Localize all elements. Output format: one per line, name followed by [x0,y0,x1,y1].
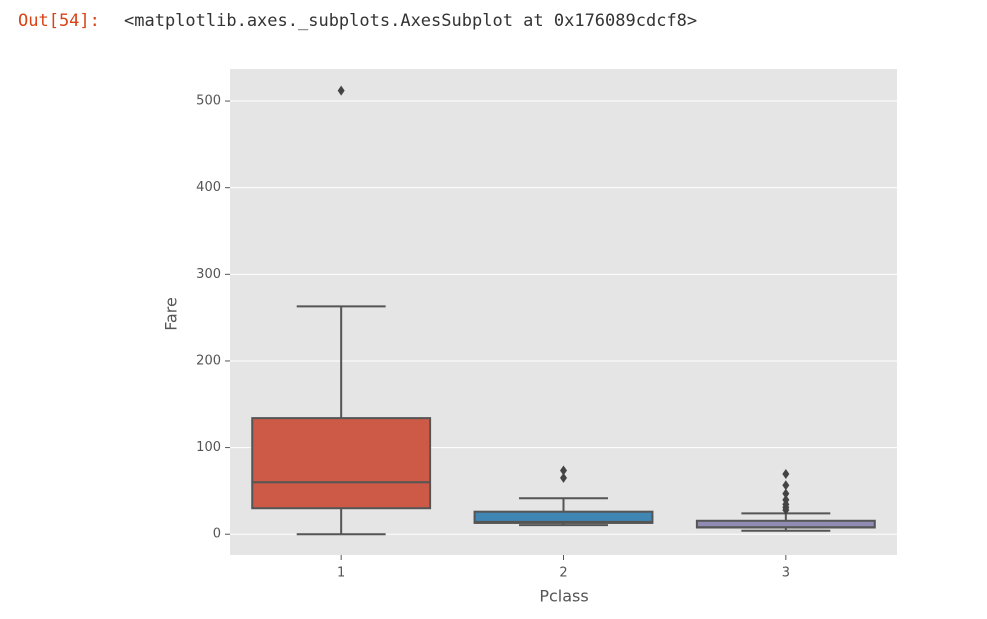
flier [782,480,790,491]
y-tick-label: 500 [196,94,221,109]
flier [560,472,567,483]
output-repr: <matplotlib.axes._subplots.AxesSubplot a… [124,11,697,31]
x-tick-label: 3 [782,566,790,581]
x-axis-label: Pclass [539,587,588,606]
flier [337,85,345,96]
y-tick-label: 300 [196,267,221,282]
flier [782,488,790,499]
output-prompt: Out[54]: [18,11,100,31]
flier [782,468,790,479]
y-axis-label: Fare [162,297,181,331]
flier [560,465,567,476]
x-tick-label: 1 [337,566,345,581]
y-tick-label: 400 [196,180,221,195]
box [251,417,432,510]
flier [782,494,790,505]
y-tick-label: 200 [196,353,221,368]
y-tick-label: 0 [213,527,221,542]
y-tick-label: 100 [196,440,221,455]
x-tick-label: 2 [559,566,567,581]
box [473,510,654,524]
